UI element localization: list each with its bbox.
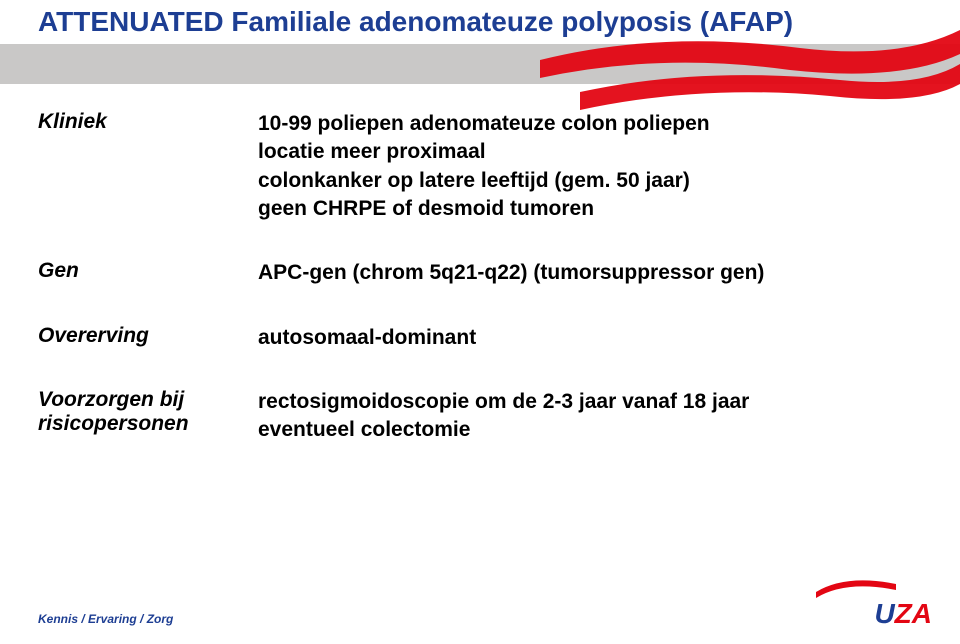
voorzorgen-line-0: rectosigmoidoscopie om de 2-3 jaar vanaf… [258, 388, 749, 416]
value-overerving: autosomaal-dominant [258, 324, 476, 352]
logo-u: U [874, 598, 894, 629]
value-voorzorgen: rectosigmoidoscopie om de 2-3 jaar vanaf… [258, 388, 749, 445]
voorzorgen-line-1: eventueel colectomie [258, 416, 749, 444]
logo-za: ZA [895, 598, 932, 629]
value-kliniek: 10-99 poliepen adenomateuze colon poliep… [258, 110, 710, 223]
page-title: ATTENUATED Familiale adenomateuze polypo… [38, 6, 793, 38]
value-gen: APC-gen (chrom 5q21-q22) (tumorsuppresso… [258, 259, 764, 287]
kliniek-line-0: 10-99 poliepen adenomateuze colon poliep… [258, 110, 710, 138]
logo-swoosh-icon [816, 572, 896, 598]
logo: UZA [874, 598, 932, 630]
kliniek-line-2: colonkanker op latere leeftijd (gem. 50 … [258, 167, 710, 195]
gen-line-0: APC-gen (chrom 5q21-q22) (tumorsuppresso… [258, 259, 764, 287]
overerving-line-0: autosomaal-dominant [258, 324, 476, 352]
kliniek-line-1: locatie meer proximaal [258, 138, 710, 166]
section-overerving: Overerving autosomaal-dominant [38, 324, 920, 352]
section-kliniek: Kliniek 10-99 poliepen adenomateuze colo… [38, 110, 920, 223]
section-gen: Gen APC-gen (chrom 5q21-q22) (tumorsuppr… [38, 259, 920, 287]
label-overerving: Overerving [38, 324, 258, 352]
section-voorzorgen: Voorzorgen bij risicopersonen rectosigmo… [38, 388, 920, 445]
label-kliniek: Kliniek [38, 110, 258, 223]
label-voorzorgen: Voorzorgen bij risicopersonen [38, 388, 258, 445]
footer-tagline: Kennis / Ervaring / Zorg [38, 612, 173, 626]
kliniek-line-3: geen CHRPE of desmoid tumoren [258, 195, 710, 223]
label-gen: Gen [38, 259, 258, 287]
content-area: Kliniek 10-99 poliepen adenomateuze colo… [38, 110, 920, 481]
